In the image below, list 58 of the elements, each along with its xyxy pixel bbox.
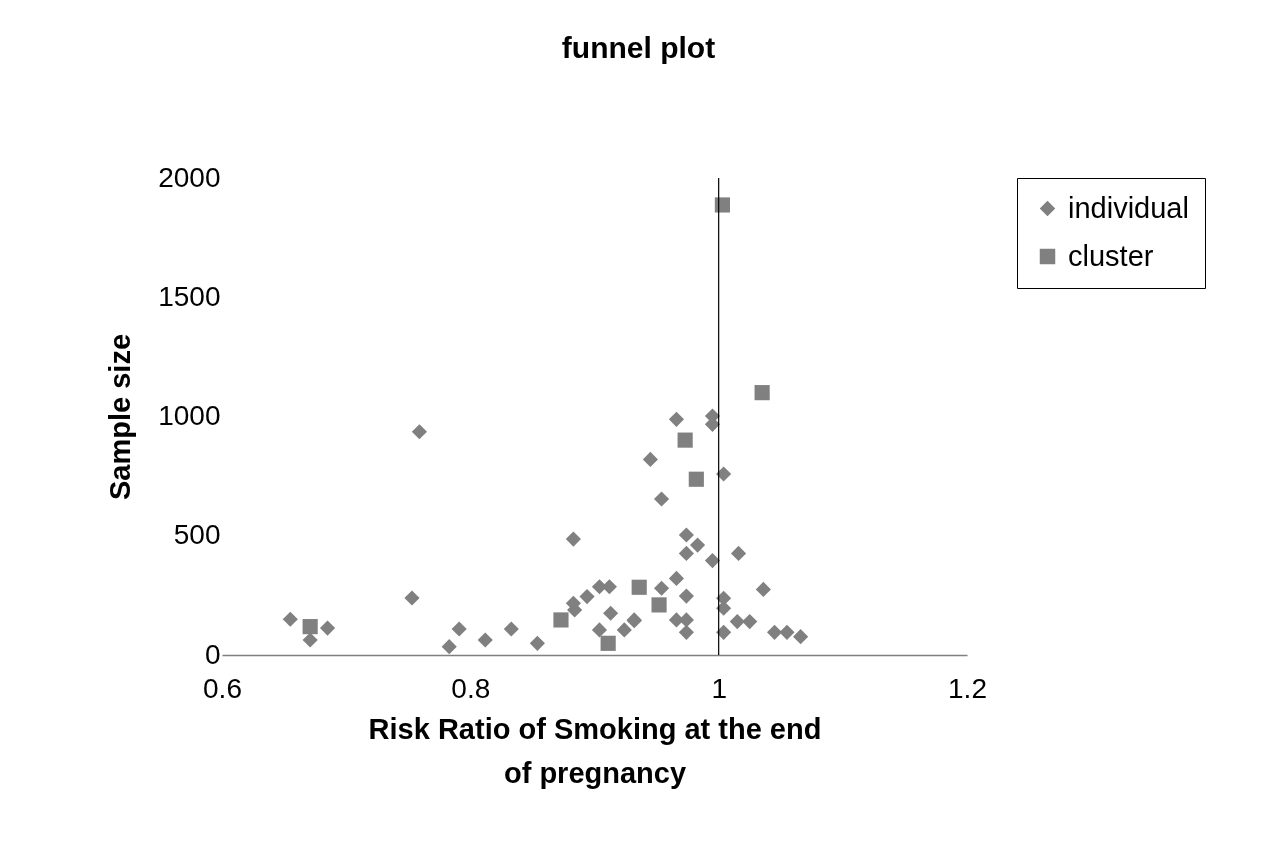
x-tick-label: 1 [711, 672, 727, 704]
point [302, 632, 318, 648]
y-tick-label: 1500 [158, 280, 221, 312]
point [477, 632, 493, 648]
point [779, 624, 795, 640]
point [631, 579, 647, 595]
point [716, 466, 732, 482]
point [716, 624, 732, 640]
point [678, 588, 694, 604]
x-axis-title: Risk Ratio of Smoking at the end of pregnancy [368, 712, 822, 789]
point [653, 491, 670, 507]
point [411, 424, 428, 440]
point [754, 385, 770, 401]
point [729, 614, 745, 630]
point [653, 580, 670, 596]
point [579, 588, 595, 605]
point [529, 635, 545, 651]
y-tick-label: 500 [173, 519, 221, 551]
chart-title: funnel plot [561, 31, 716, 64]
x-tick-label: 1.2 [948, 672, 987, 704]
point [668, 570, 685, 587]
y-tick-label: 0 [204, 638, 221, 670]
y-tick-label: 1000 [158, 400, 221, 431]
point [603, 605, 619, 621]
legend-label: individual [1068, 191, 1189, 224]
x-tick-label: 0.8 [451, 672, 491, 704]
point [677, 432, 693, 448]
point [678, 624, 694, 640]
point [766, 624, 783, 640]
point [688, 471, 704, 487]
point [689, 537, 706, 553]
point [651, 597, 667, 613]
point [591, 622, 608, 638]
point [730, 545, 747, 561]
point [503, 621, 519, 637]
point [319, 620, 336, 636]
point [616, 622, 632, 638]
point [714, 197, 730, 213]
point [755, 581, 771, 597]
point [642, 451, 658, 468]
point [668, 411, 685, 427]
point [282, 611, 298, 627]
point [553, 612, 569, 628]
point [565, 531, 581, 547]
point [404, 590, 420, 606]
y-axis-title: Sample size [104, 333, 137, 501]
point [678, 527, 694, 543]
point [600, 635, 616, 651]
y-tick-label: 2000 [158, 161, 221, 193]
point [704, 552, 721, 569]
legend-label: cluster [1068, 239, 1154, 272]
point [678, 545, 694, 561]
x-tick-label: 0.6 [203, 672, 242, 704]
point [793, 629, 809, 645]
point [451, 621, 467, 637]
point [742, 614, 758, 630]
point [441, 639, 457, 655]
point [302, 619, 318, 635]
